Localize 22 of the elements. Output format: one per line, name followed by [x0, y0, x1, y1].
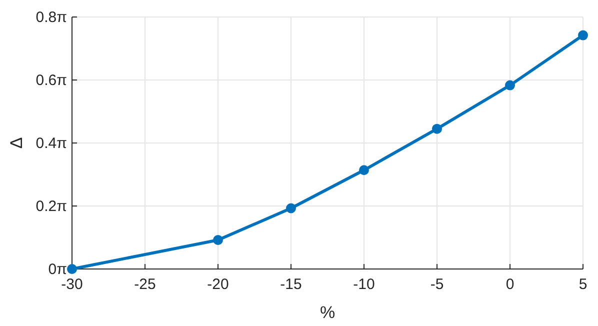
y-tick-label: 0π [48, 261, 67, 278]
point [359, 165, 369, 176]
x-tick-label: -30 [61, 276, 83, 293]
y-tick-label: 0.8π [36, 9, 67, 26]
x-axis-title: % [320, 303, 336, 322]
y-tick-label: 0.4π [36, 135, 67, 152]
point [432, 124, 442, 134]
y-tick-label: 0.6π [36, 72, 67, 89]
point [213, 235, 223, 246]
point [578, 30, 588, 40]
x-tick-label: -20 [207, 276, 229, 293]
point [505, 80, 515, 90]
x-tick-label: -5 [430, 276, 444, 293]
x-tick-label: -25 [134, 276, 156, 293]
point [67, 264, 77, 274]
x-tick-label: 0 [506, 276, 514, 293]
x-tick-label: -10 [353, 276, 375, 293]
point [286, 203, 296, 214]
x-tick-label: 5 [578, 276, 588, 293]
y-axis-title: Δ [7, 137, 26, 149]
y-tick-label: 0.2π [36, 198, 67, 216]
x-tick-label: -15 [280, 276, 302, 293]
